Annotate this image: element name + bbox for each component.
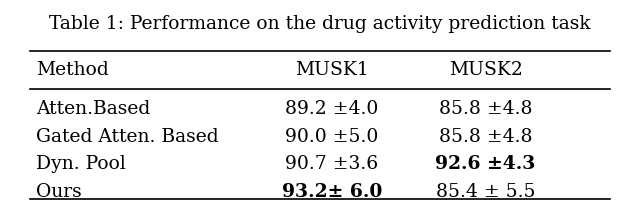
Text: 92.6 ±4.3: 92.6 ±4.3 bbox=[435, 155, 536, 173]
Text: Atten.Based: Atten.Based bbox=[36, 100, 150, 118]
Text: 93.2± 6.0: 93.2± 6.0 bbox=[282, 183, 382, 201]
Text: Ours: Ours bbox=[36, 183, 82, 201]
Text: 85.8 ±4.8: 85.8 ±4.8 bbox=[439, 100, 532, 118]
Text: 89.2 ±4.0: 89.2 ±4.0 bbox=[285, 100, 378, 118]
Text: MUSK1: MUSK1 bbox=[295, 61, 369, 79]
Text: Table 1: Performance on the drug activity prediction task: Table 1: Performance on the drug activit… bbox=[49, 15, 591, 33]
Text: 90.0 ±5.0: 90.0 ±5.0 bbox=[285, 128, 378, 146]
Text: 85.8 ±4.8: 85.8 ±4.8 bbox=[439, 128, 532, 146]
Text: Method: Method bbox=[36, 61, 109, 79]
Text: Gated Atten. Based: Gated Atten. Based bbox=[36, 128, 219, 146]
Text: 85.4 ± 5.5: 85.4 ± 5.5 bbox=[436, 183, 536, 201]
Text: MUSK2: MUSK2 bbox=[449, 61, 523, 79]
Text: Dyn. Pool: Dyn. Pool bbox=[36, 155, 126, 173]
Text: 90.7 ±3.6: 90.7 ±3.6 bbox=[285, 155, 378, 173]
